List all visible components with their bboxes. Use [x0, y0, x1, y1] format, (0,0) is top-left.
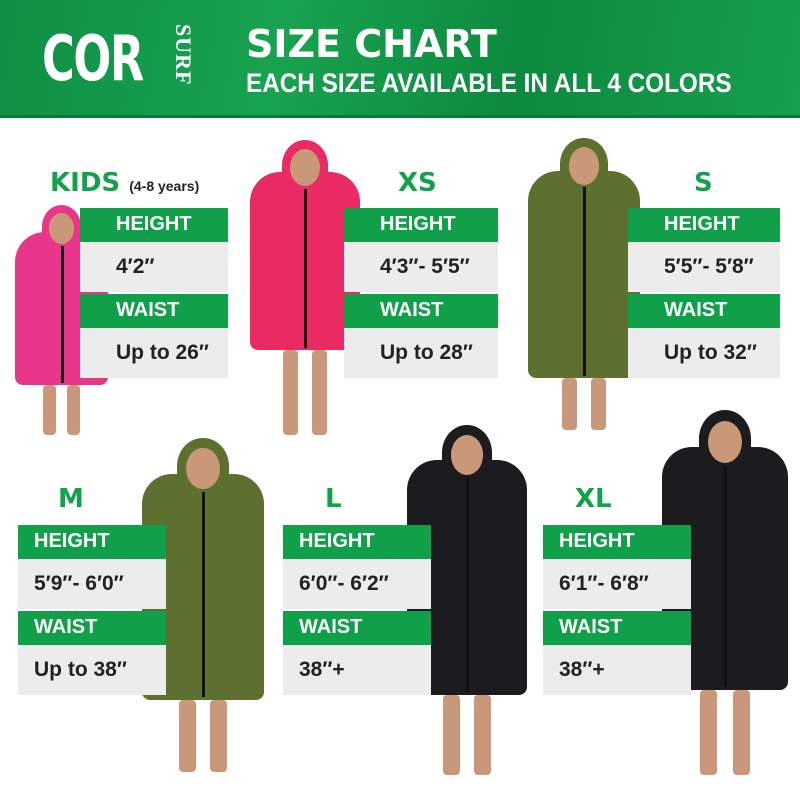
height-label: HEIGHT [628, 208, 780, 242]
waist-value: Up to 32″ [628, 328, 780, 378]
size-table-xl: HEIGHT 6′1″- 6′8″ WAIST 38″+ [543, 525, 691, 697]
brand-logo: COR [42, 22, 144, 95]
page-subtitle: EACH SIZE AVAILABLE IN ALL 4 COLORS [246, 68, 732, 98]
height-label: HEIGHT [543, 525, 691, 559]
waist-value: Up to 38″ [18, 645, 166, 695]
size-table-xs: HEIGHT 4′3″- 5′5″ WAIST Up to 28″ [344, 208, 498, 380]
size-table-l: HEIGHT 6′0″- 6′2″ WAIST 38″+ [283, 525, 431, 697]
height-value: 4′2″ [80, 242, 228, 292]
height-label: HEIGHT [80, 208, 228, 242]
waist-value: 38″+ [543, 645, 691, 695]
size-title-l: L [325, 484, 342, 514]
height-value: 6′1″- 6′8″ [543, 559, 691, 609]
waist-label: WAIST [18, 611, 166, 645]
height-label: HEIGHT [344, 208, 498, 242]
height-value: 5′9″- 6′0″ [18, 559, 166, 609]
size-title-xs: XS [398, 168, 437, 198]
size-table-kids: HEIGHT 4′2″ WAIST Up to 26″ [80, 208, 228, 380]
waist-value: Up to 28″ [344, 328, 498, 378]
size-table-m: HEIGHT 5′9″- 6′0″ WAIST Up to 38″ [18, 525, 166, 697]
height-label: HEIGHT [283, 525, 431, 559]
brand-logo-sub: SURF [171, 24, 196, 86]
size-table-s: HEIGHT 5′5″- 5′8″ WAIST Up to 32″ [628, 208, 780, 380]
header-banner: COR SURF SIZE CHART EACH SIZE AVAILABLE … [0, 0, 800, 118]
height-value: 4′3″- 5′5″ [344, 242, 498, 292]
waist-label: WAIST [80, 294, 228, 328]
page-title: SIZE CHART [246, 22, 497, 66]
waist-label: WAIST [283, 611, 431, 645]
height-value: 5′5″- 5′8″ [628, 242, 780, 292]
height-value: 6′0″- 6′2″ [283, 559, 431, 609]
waist-label: WAIST [543, 611, 691, 645]
waist-label: WAIST [628, 294, 780, 328]
model-photo-xs [250, 140, 360, 435]
waist-value: 38″+ [283, 645, 431, 695]
waist-value: Up to 26″ [80, 328, 228, 378]
height-label: HEIGHT [18, 525, 166, 559]
size-title-xl: XL [575, 484, 612, 514]
model-photo-s [528, 138, 640, 430]
size-note: (4-8 years) [129, 178, 200, 194]
size-title-m: M [58, 484, 84, 514]
size-title-s: S [694, 168, 713, 198]
size-title-kids: KIDS (4-8 years) [50, 168, 200, 198]
waist-label: WAIST [344, 294, 498, 328]
